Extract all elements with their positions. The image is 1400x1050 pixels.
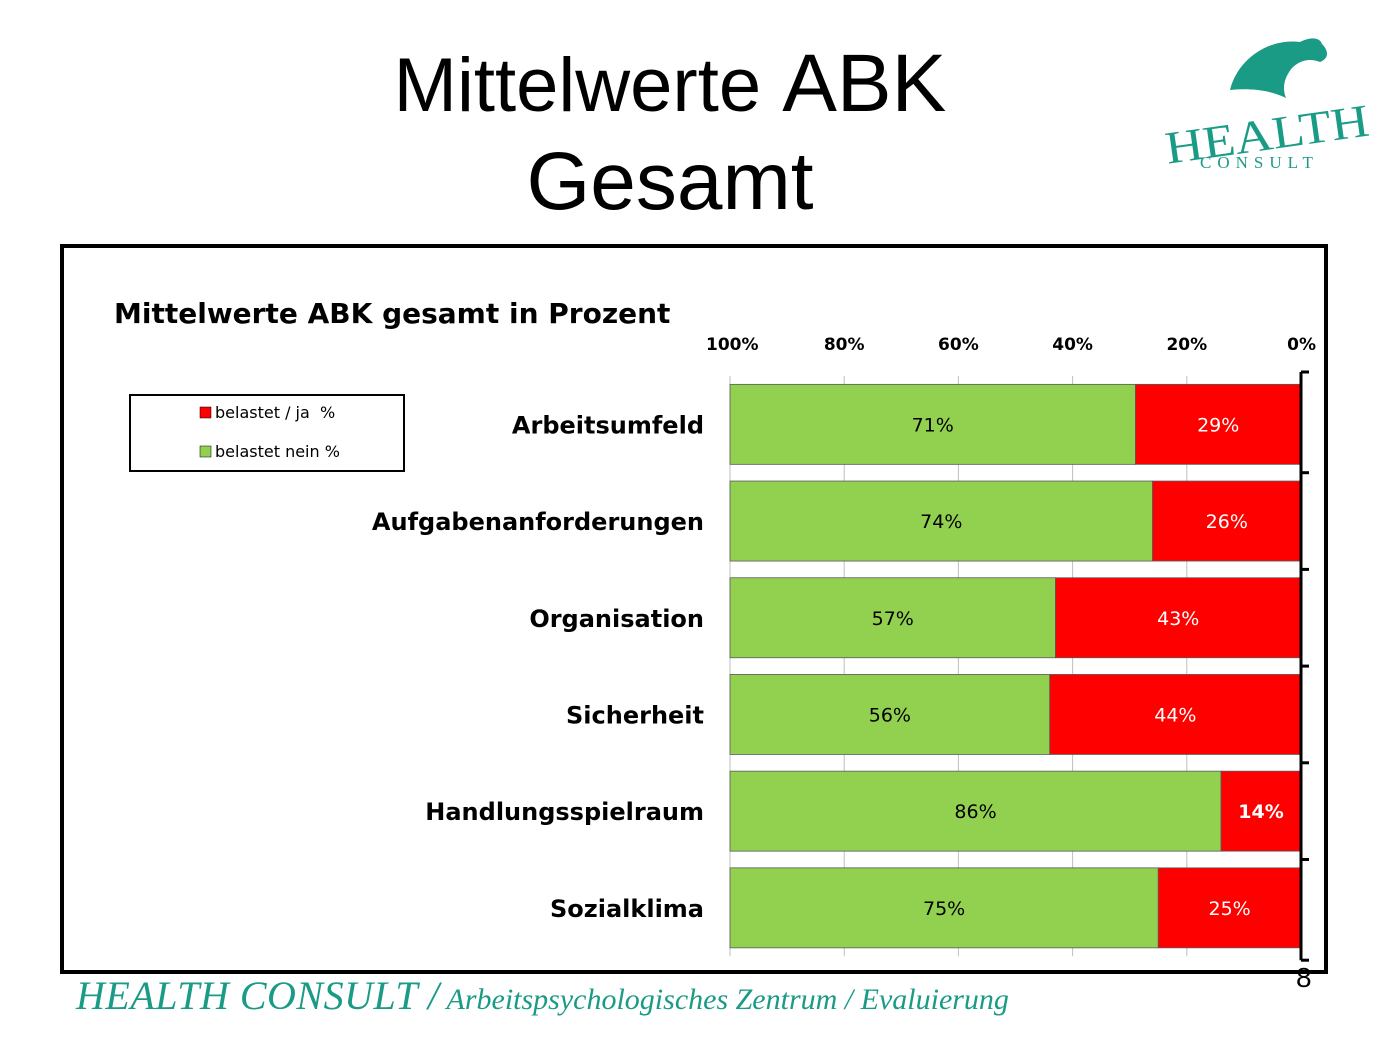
bar-belastet-ja: [1220, 770, 1302, 852]
legend-box: [129, 394, 405, 472]
x-axis-ticks: 100% 80% 60% 40% 20% 0%: [706, 335, 1316, 355]
x-tick-label: 60%: [938, 335, 979, 355]
bar-belastet-nein: [729, 770, 1222, 852]
data-label-nein: 71%: [912, 414, 954, 436]
legend-label-nein: belastet nein %: [215, 442, 340, 461]
category-label: Aufgabenanforderungen: [372, 508, 704, 536]
y-axis: Arbeitsumfeld Aufgabenanforderungen Organi…: [372, 370, 1309, 962]
footer-brand: HEALTH CONSULT /: [76, 973, 440, 1018]
slide-title-line-1: Mittelwerte ABK: [300, 38, 1040, 132]
data-label-ja: 25%: [1209, 898, 1251, 920]
x-tick-label: 20%: [1166, 335, 1207, 355]
data-label-nein: 86%: [954, 801, 996, 823]
bar-belastet-nein: [729, 674, 1051, 755]
category-label: Sicherheit: [566, 701, 704, 729]
chart-frame: Mittelwerte ABK gesamt in Prozent 100% 80…: [60, 244, 1328, 974]
x-tick-label: 40%: [1052, 335, 1093, 355]
bars: 71% 29% 74% 26% 57% 43% 56% 44% 86% 14% 75% 25%: [729, 383, 1302, 949]
category-label: Arbeitsumfeld: [512, 411, 704, 439]
health-consult-logo: HEALTH CONSULT: [1162, 38, 1372, 174]
dolphin-icon: [1230, 38, 1327, 98]
legend: belastet / ja % belastet nein %: [129, 394, 405, 472]
data-label-ja: 14%: [1238, 801, 1283, 823]
x-tick-label: 80%: [824, 335, 865, 355]
legend-swatch-nein: [199, 445, 212, 458]
data-label-ja: 43%: [1157, 608, 1199, 630]
data-label-ja: 44%: [1154, 704, 1196, 726]
data-label-ja: 26%: [1206, 511, 1248, 533]
data-label-nein: 57%: [872, 608, 914, 630]
data-label-nein: 56%: [869, 704, 911, 726]
category-label: Sozialklima: [550, 895, 704, 923]
x-tick-label: 100%: [706, 335, 759, 355]
slide-title: Mittelwerte ABK Gesamt: [300, 38, 1040, 232]
bar-belastet-ja: [1055, 577, 1302, 659]
data-label-nein: 75%: [923, 898, 965, 920]
page-number: 8: [1296, 962, 1312, 993]
chart-title: Mittelwerte ABK gesamt in Prozent: [114, 297, 670, 330]
footer-text: Arbeitspsychologisches Zentrum / Evaluie…: [439, 983, 1009, 1016]
slide-title-word: Mittelwerte: [393, 43, 783, 128]
category-label: Handlungsspielraum: [425, 798, 704, 826]
slide-title-line-2: Gesamt: [526, 136, 814, 227]
slide-title-abk: ABK: [782, 38, 947, 129]
stacked-bar-chart: Mittelwerte ABK gesamt in Prozent 100% 80…: [114, 297, 1316, 962]
x-tick-label: 0%: [1287, 335, 1316, 355]
logo-text-consult: CONSULT: [1200, 153, 1319, 172]
legend-label-ja: belastet / ja %: [215, 403, 335, 422]
legend-swatch-ja: [199, 406, 212, 419]
bar-belastet-nein: [729, 577, 1056, 659]
bar-belastet-ja: [1049, 674, 1302, 755]
bar-belastet-ja: [1152, 480, 1302, 562]
data-label-ja: 29%: [1197, 414, 1239, 436]
category-label: Organisation: [529, 605, 704, 633]
bar-belastet-nein: [729, 867, 1159, 949]
footer: HEALTH CONSULT / Arbeitspsychologisches …: [76, 972, 1009, 1019]
bar-belastet-nein: [729, 480, 1153, 562]
bar-belastet-ja: [1135, 383, 1302, 465]
data-label-nein: 74%: [920, 511, 962, 533]
